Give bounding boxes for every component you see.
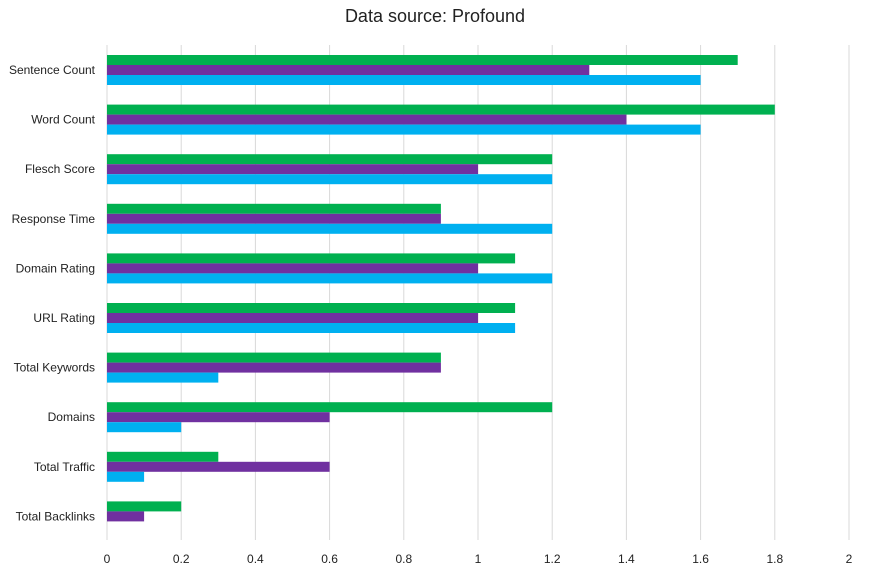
bar-series-2 [107,461,330,472]
category-label: Word Count [31,113,95,127]
bar-series-2 [107,263,478,274]
x-tick-label: 1 [475,552,482,566]
bar-series-3 [107,124,701,135]
category-label: Total Traffic [34,460,95,474]
bar-series-3 [107,174,553,185]
x-tick-label: 1.6 [692,552,709,566]
category-label: Sentence Count [9,63,96,77]
x-tick-label: 1.4 [618,552,635,566]
bar-series-3 [107,223,553,234]
bar-series-1 [107,352,441,363]
category-label: Total Backlinks [16,509,95,523]
bar-series-1 [107,451,219,462]
category-label: URL Rating [33,311,95,325]
bar-series-1 [107,402,553,413]
bar-series-3 [107,422,182,433]
bar-series-2 [107,114,627,125]
bar-series-3 [107,273,553,284]
bar-series-3 [107,471,145,482]
category-label: Flesch Score [25,162,95,176]
x-tick-label: 0.4 [247,552,264,566]
category-label: Domains [48,410,95,424]
bar-series-1 [107,104,775,115]
bar-series-2 [107,412,330,423]
bar-series-1 [107,303,516,313]
x-tick-label: 1.8 [766,552,783,566]
bar-series-1 [107,154,553,165]
x-tick-label: 0.2 [173,552,190,566]
x-tick-label: 0.8 [395,552,412,566]
bar-series-2 [107,313,478,323]
bar-series-1 [107,55,738,65]
bar-series-2 [107,164,478,175]
bars [107,55,775,522]
bar-series-2 [107,213,441,224]
bar-series-1 [107,501,182,512]
category-label: Response Time [12,212,96,226]
bar-series-3 [107,323,516,333]
bar-series-2 [107,362,441,373]
category-labels: Sentence Count Word Count Flesch Score Resp… [9,63,96,523]
category-label: Domain Rating [16,261,95,275]
x-tick-label: 0.6 [321,552,338,566]
x-tick-label: 0 [104,552,111,566]
x-tick-label: 2 [846,552,853,566]
bar-series-1 [107,203,441,214]
bar-series-3 [107,75,701,85]
bar-series-1 [107,253,516,264]
bar-series-3 [107,372,219,383]
chart-title: Data source: Profound [345,6,525,26]
bar-series-2 [107,65,590,75]
x-tick-label: 1.2 [544,552,561,566]
category-label: Total Keywords [14,361,95,375]
x-tick-labels: 0 0.2 0.4 0.6 0.8 1 1.2 1.4 1.6 1.8 2 [104,552,853,566]
bar-series-2 [107,511,145,522]
